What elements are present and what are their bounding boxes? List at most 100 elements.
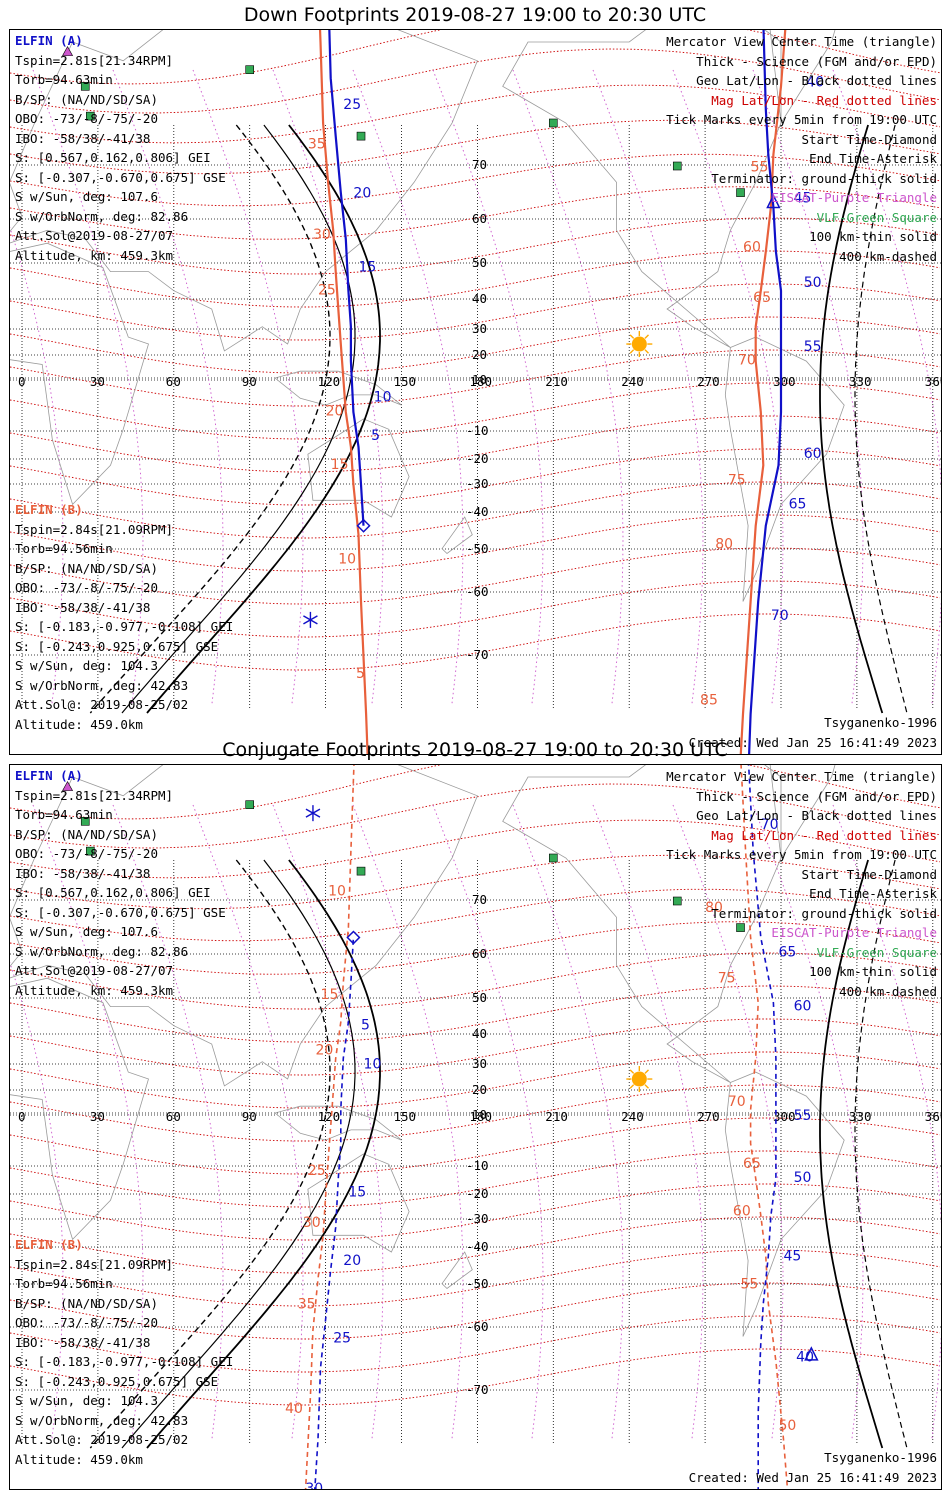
legend-entry: Start Time-Diamond [801,866,937,882]
info-line: IBO: -58/38/-41/38 [15,599,151,615]
tick-mark-label: 25 [308,1163,326,1179]
mag-longitude-line [592,69,704,707]
info-line: Att.Sol@2019-08-27/07 [15,228,174,243]
lat-tick-label: 70 [472,892,487,907]
tick-mark-label: 70 [761,817,779,833]
mag-longitude-line [10,961,64,1442]
lat-tick-label: -20 [466,451,489,466]
mag-longitude-line [352,69,464,707]
tick-mark-label: 40 [806,74,824,90]
lat-tick-label: 10 [472,372,487,387]
mag-latitude-line [10,316,941,374]
tick-mark-label: 55 [794,1108,812,1124]
mag-latitude-line [10,1018,941,1076]
continent-outline [769,765,836,860]
mag-longitude-line [192,804,304,1442]
tick-mark-label: 45 [784,1249,802,1265]
tick-mark-label: 40 [796,1349,814,1365]
legend-entry: EISCAT-Purple Triangle [771,925,937,940]
lon-tick-label: 150 [394,1109,417,1124]
terminator-400km [89,124,331,714]
vlf-station-square [672,161,682,171]
mag-latitude-line [10,382,941,440]
mag-latitude-line [10,217,941,275]
info-line: Tspin=2.84s[21.09RPM] [15,1256,174,1272]
tick-mark-label: 20 [326,403,344,419]
mag-latitude-line [10,547,941,605]
mag-latitude-line [10,514,941,572]
legend-entry: Geo Lat/Lon - Black dotted lines [696,808,937,823]
info-line: S: [0.567,0.162,0.806] GEI [15,150,211,165]
mag-latitude-line [10,1216,941,1274]
terminator-400km [89,859,331,1449]
legend-entry: 100 km-thin solid [809,964,937,979]
mag-longitude-line [672,804,784,1442]
terminator-400km-east [854,859,908,1449]
panel-title-conjugate: Conjugate Footprints 2019-08-27 19:00 to… [222,739,728,761]
info-line: S w/Sun, deg: 107.6 [15,189,158,204]
mag-latitude-line [10,1315,941,1373]
vlf-station-square [736,923,745,932]
lat-tick-label: 60 [472,211,487,226]
terminator-ground [146,124,381,714]
mag-longitude-line [32,804,144,1442]
lat-tick-label: -40 [466,504,489,519]
mag-longitude-line [432,69,544,707]
legend-entry: Tick Marks every 5min from 19:00 UTC [666,112,937,127]
tick-mark-label: 20 [343,1253,361,1269]
lon-tick-label: 240 [621,374,644,389]
tick-mark-label: 65 [753,290,771,306]
info-line: S: [-0.307,-0.670,0.675] GSE [15,169,226,185]
sun-ray [644,1084,650,1089]
map-legend: Mercator View Center Time (triangle) Thic… [666,32,937,266]
continent-outline [441,516,473,555]
info-line: S w/Sun, deg: 107.6 [15,924,158,939]
footer-credits: Tsyganenko-1996 Created: Wed Jan 25 16:41… [689,1448,937,1487]
info-line: S: [-0.243,0.925,0.675] GSE [15,1373,219,1389]
info-line: S w/Sun, deg: 104.3 [15,658,158,673]
legend-entry: Mercator View Center Time (triangle) [666,769,937,784]
mag-latitude-line [10,1249,941,1307]
vlf-station-square [672,896,682,906]
mag-latitude-line [10,783,941,849]
legend-entry: Mag Lat/Lon - Red dotted lines [711,92,937,108]
lat-tick-label: -70 [466,1382,489,1397]
info-line: B/SP: (NA/ND/SD/SA) [15,1295,158,1311]
panel-title-down: Down Footprints 2019-08-27 19:00 to 20:3… [243,4,707,26]
info-line: S w/OrbNorm, deg: 42.83 [15,1412,189,1428]
info-line: Att.Sol@: 2019-08-25/02 [15,697,189,712]
sun-ray [629,1069,635,1074]
tick-mark-label: 70 [771,608,789,624]
mag-latitude-line [10,613,941,671]
tick-mark-label: 60 [804,446,822,462]
info-line: S: [-0.243,0.925,0.675] GSE [15,638,219,654]
tick-mark-label: 5 [371,428,380,444]
continent-outline [274,1105,402,1141]
legend-entry: Mag Lat/Lon - Red dotted lines [711,827,937,843]
tick-mark-label: 75 [718,970,736,986]
tick-mark-label: 55 [741,1276,759,1292]
coastlines [10,30,845,602]
lat-tick-label: 20 [472,1082,487,1097]
mag-latitude-line [10,580,941,638]
tick-mark-label: 30 [303,1215,321,1231]
sun-ray [629,1084,635,1089]
legend-entry: End Time-Asterisk [809,151,937,166]
legend-entry: Terminator: ground-thick solid [711,170,937,186]
map-panel-down: 0 30 60 90 120 150 180 210 240 270 300 330 360 70 60 50… [9,29,942,755]
vlf-station-square [736,188,745,197]
mag-latitude-line [10,952,941,1010]
start-diamond [356,518,371,533]
lon-tick-label: 180 [469,374,492,389]
mag-latitude-line [10,1183,941,1241]
lon-tick-label: 30 [90,1109,105,1124]
end-asterisk [303,611,318,628]
geo-grid [10,860,941,1444]
legend-entry: Thick - Science (FGM and/or EPD) [696,788,937,804]
lat-tick-label: -50 [466,1276,489,1291]
lon-tick-label: 30 [90,374,105,389]
sun-ray [644,1069,650,1074]
mag-latitude-line [10,48,941,114]
legend-entry: Mercator View Center Time (triangle) [666,34,937,49]
vlf-station-square [80,817,90,826]
